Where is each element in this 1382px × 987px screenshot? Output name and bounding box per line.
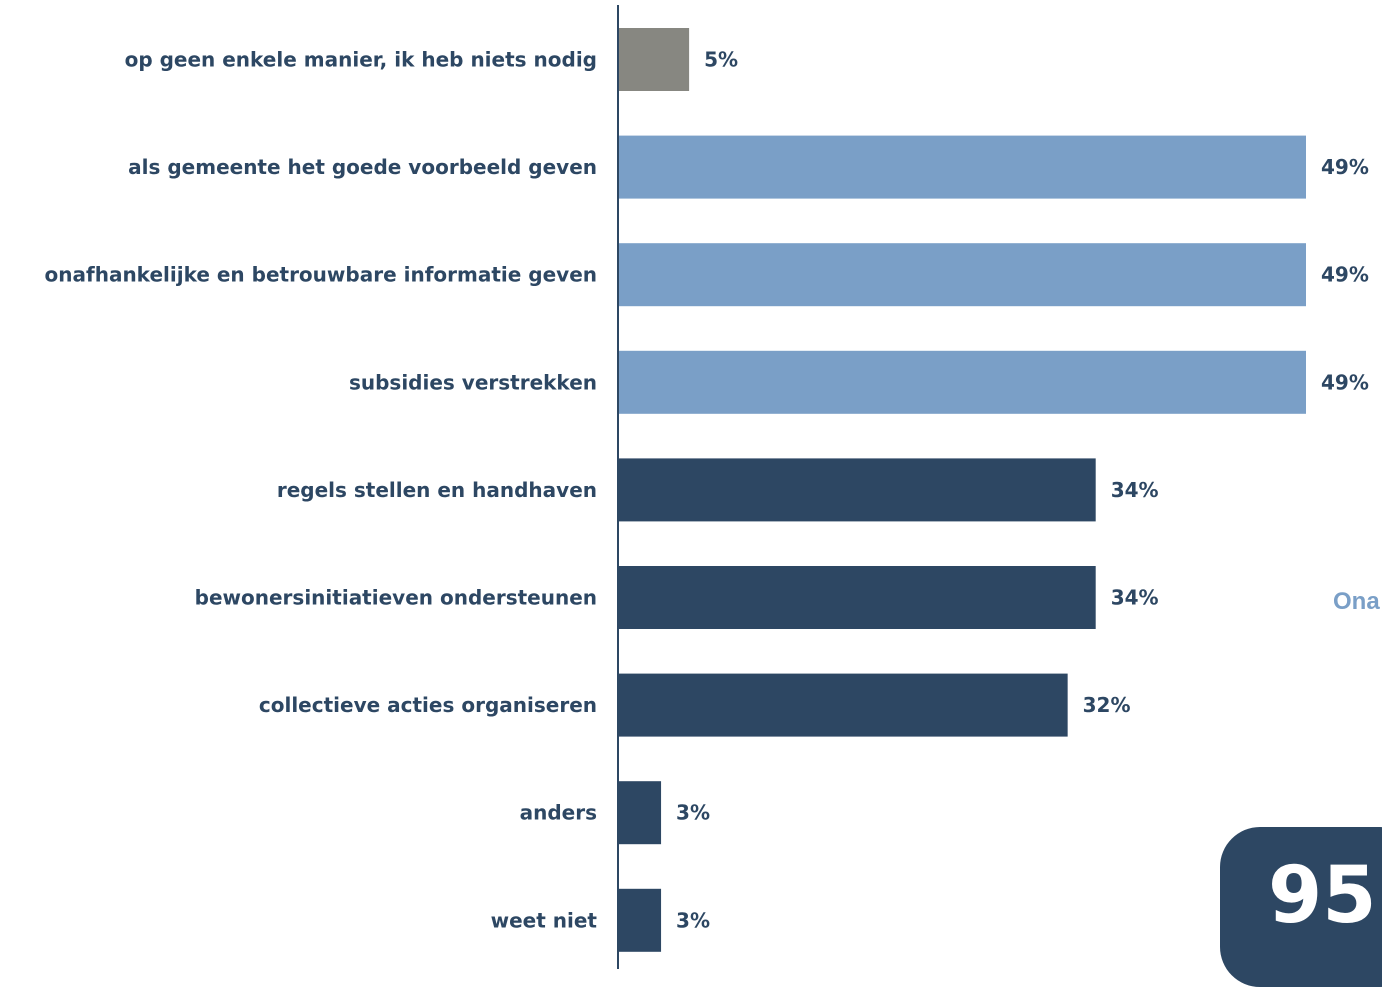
value-label: 32% bbox=[1083, 693, 1131, 717]
value-label: 3% bbox=[676, 801, 710, 825]
value-label: 49% bbox=[1321, 370, 1369, 394]
category-label: op geen enkele manier, ik heb niets nodi… bbox=[125, 48, 597, 72]
value-label: 5% bbox=[704, 48, 738, 72]
bar bbox=[619, 135, 1306, 199]
bar bbox=[619, 888, 662, 952]
bar bbox=[619, 781, 662, 845]
category-label: onafhankelijke en betrouwbare informatie… bbox=[45, 263, 597, 287]
value-label: 34% bbox=[1111, 478, 1159, 502]
bar bbox=[619, 350, 1306, 414]
category-label: subsidies verstrekken bbox=[349, 370, 597, 394]
category-label: anders bbox=[520, 801, 597, 825]
value-label: 34% bbox=[1111, 586, 1159, 610]
bar bbox=[619, 566, 1096, 629]
category-label: regels stellen en handhaven bbox=[277, 478, 597, 502]
bars-layer bbox=[619, 28, 1306, 952]
category-label: collectieve acties organiseren bbox=[259, 693, 597, 717]
category-label: als gemeente het goede voorbeeld geven bbox=[128, 155, 597, 179]
bar bbox=[619, 28, 690, 91]
value-label: 49% bbox=[1321, 155, 1369, 179]
category-label: weet niet bbox=[491, 908, 598, 932]
value-labels: 5% 49% 49% 49% 34% 34% 32% 3% 3% bbox=[676, 48, 1369, 933]
category-labels: op geen enkele manier, ik heb niets nodi… bbox=[45, 48, 598, 933]
bar bbox=[619, 673, 1068, 737]
side-panel-heading: Ona bbox=[1333, 588, 1380, 615]
value-label: 49% bbox=[1321, 263, 1369, 287]
side-badge: 95 bbox=[1220, 827, 1382, 987]
bar bbox=[619, 243, 1306, 307]
category-label: bewonersinitiatieven ondersteunen bbox=[195, 586, 597, 610]
bar bbox=[619, 458, 1096, 522]
side-badge-value: 95 bbox=[1268, 851, 1377, 941]
value-label: 3% bbox=[676, 908, 710, 932]
